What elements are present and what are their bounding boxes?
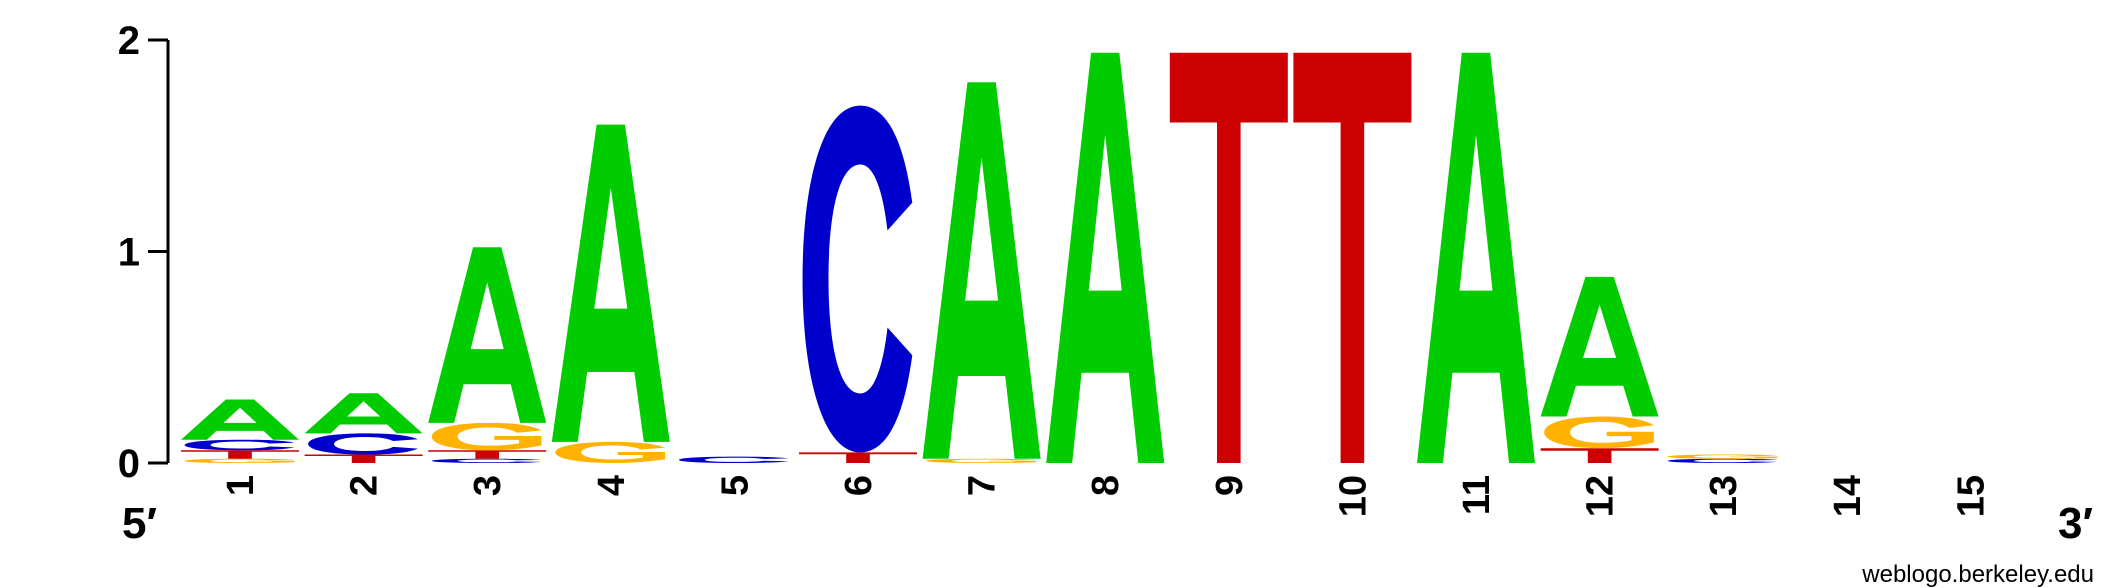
logo-column-12	[1540, 276, 1659, 463]
letter-C-pos-13	[1667, 458, 1778, 463]
x-tick-label-2: 2	[344, 475, 386, 496]
logo-column-1	[181, 399, 299, 463]
letter-A-pos-3	[428, 247, 547, 423]
weblogo-credit: weblogo.berkeley.edu	[1861, 561, 2094, 588]
x-tick-label-10: 10	[1332, 475, 1374, 517]
logo-column-8	[1046, 52, 1165, 463]
x-tick-label-13: 13	[1703, 475, 1745, 517]
letter-T-pos-1	[181, 450, 299, 459]
letter-T-pos-9	[1169, 52, 1288, 463]
letter-G-pos-3	[431, 422, 542, 451]
three-prime-label: 3′	[2058, 499, 2093, 548]
logo-column-4	[551, 124, 670, 463]
x-tick-label-12: 12	[1580, 475, 1622, 517]
logo-column-9	[1169, 52, 1288, 463]
x-tick-label-5: 5	[714, 475, 756, 496]
letter-G-pos-12	[1544, 416, 1654, 449]
x-axis-ticks: 1 2 3 4 5 6 7 8 9 10 11 12 13 14 15	[220, 475, 1992, 517]
letter-T-pos-2	[304, 454, 423, 463]
letter-A-pos-11	[1417, 52, 1535, 463]
letter-G-pos-13	[1667, 454, 1778, 459]
x-tick-label-8: 8	[1085, 475, 1127, 496]
letter-G-pos-1	[184, 458, 295, 463]
logo-column-10	[1293, 52, 1412, 463]
x-tick-label-4: 4	[591, 475, 633, 496]
logo-column-3	[428, 247, 547, 463]
x-tick-label-1: 1	[220, 475, 262, 496]
y-tick-label-1: 1	[118, 231, 140, 275]
letter-C-pos-1	[184, 439, 295, 451]
letter-G-pos-7	[926, 458, 1036, 463]
logo-column-5	[678, 456, 789, 463]
letter-G-pos-4	[555, 441, 666, 463]
logo-column-13	[1667, 454, 1778, 463]
logo-column-6	[799, 105, 917, 463]
letter-A-pos-8	[1046, 52, 1165, 463]
x-tick-label-3: 3	[467, 475, 509, 496]
x-tick-label-14: 14	[1827, 475, 1869, 517]
letter-stacks	[181, 52, 1778, 463]
letter-A-pos-7	[922, 82, 1041, 459]
letter-T-pos-10	[1293, 52, 1412, 463]
y-axis-ticks: 0 1 2	[118, 19, 168, 486]
letter-C-pos-5	[678, 456, 789, 463]
y-tick-label-2: 2	[118, 19, 140, 63]
five-prime-label: 5′	[122, 499, 157, 548]
letter-T-pos-3	[428, 450, 547, 459]
x-tick-label-6: 6	[838, 475, 880, 496]
letter-A-pos-2	[304, 393, 423, 434]
logo-column-7	[922, 82, 1041, 463]
letter-A-pos-4	[551, 124, 670, 442]
letter-T-pos-12	[1540, 448, 1659, 463]
x-tick-label-15: 15	[1950, 475, 1992, 517]
letter-A-pos-12	[1540, 276, 1659, 417]
x-tick-label-11: 11	[1456, 475, 1498, 515]
letter-C-pos-2	[308, 433, 418, 455]
letter-C-pos-3	[431, 458, 542, 463]
y-tick-label-0: 0	[118, 442, 140, 486]
letter-C-pos-6	[802, 105, 913, 453]
letter-A-pos-1	[181, 399, 299, 440]
logo-column-11	[1417, 52, 1535, 463]
letter-T-pos-6	[799, 452, 917, 463]
logo-column-2	[304, 393, 423, 463]
x-tick-label-9: 9	[1209, 475, 1251, 496]
x-tick-label-7: 7	[962, 475, 1004, 496]
